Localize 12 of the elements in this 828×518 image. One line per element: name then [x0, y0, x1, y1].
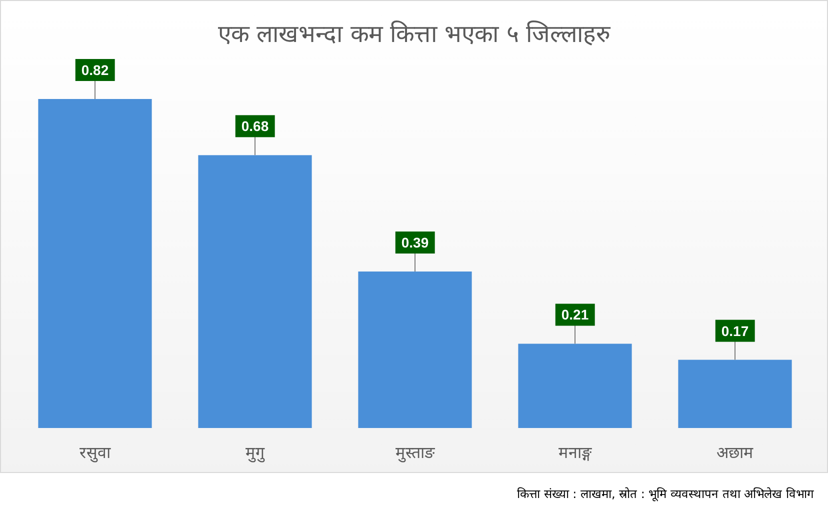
data-label: 0.17 [721, 322, 749, 339]
category: मुगु [246, 443, 264, 462]
category: अछाम [716, 443, 754, 462]
category: मुस्ताङ [396, 443, 434, 462]
annotation: कित्ता संख्या : लाखमा, स्रोत : भूमि व्यवस्थापन तथा अभिलेख विभाग [516, 487, 814, 501]
data-label: 0.82 [81, 62, 109, 78]
data-label: 0.21 [561, 306, 589, 323]
category: मनाङ्ग [558, 443, 592, 462]
data-label: 0.39 [401, 234, 429, 251]
data-label: 0.68 [241, 118, 269, 134]
category: रसुवा [80, 443, 110, 462]
title: एक लाखभन्दा कम कित्ता भएका ५ जिल्लाहरु [218, 20, 610, 48]
